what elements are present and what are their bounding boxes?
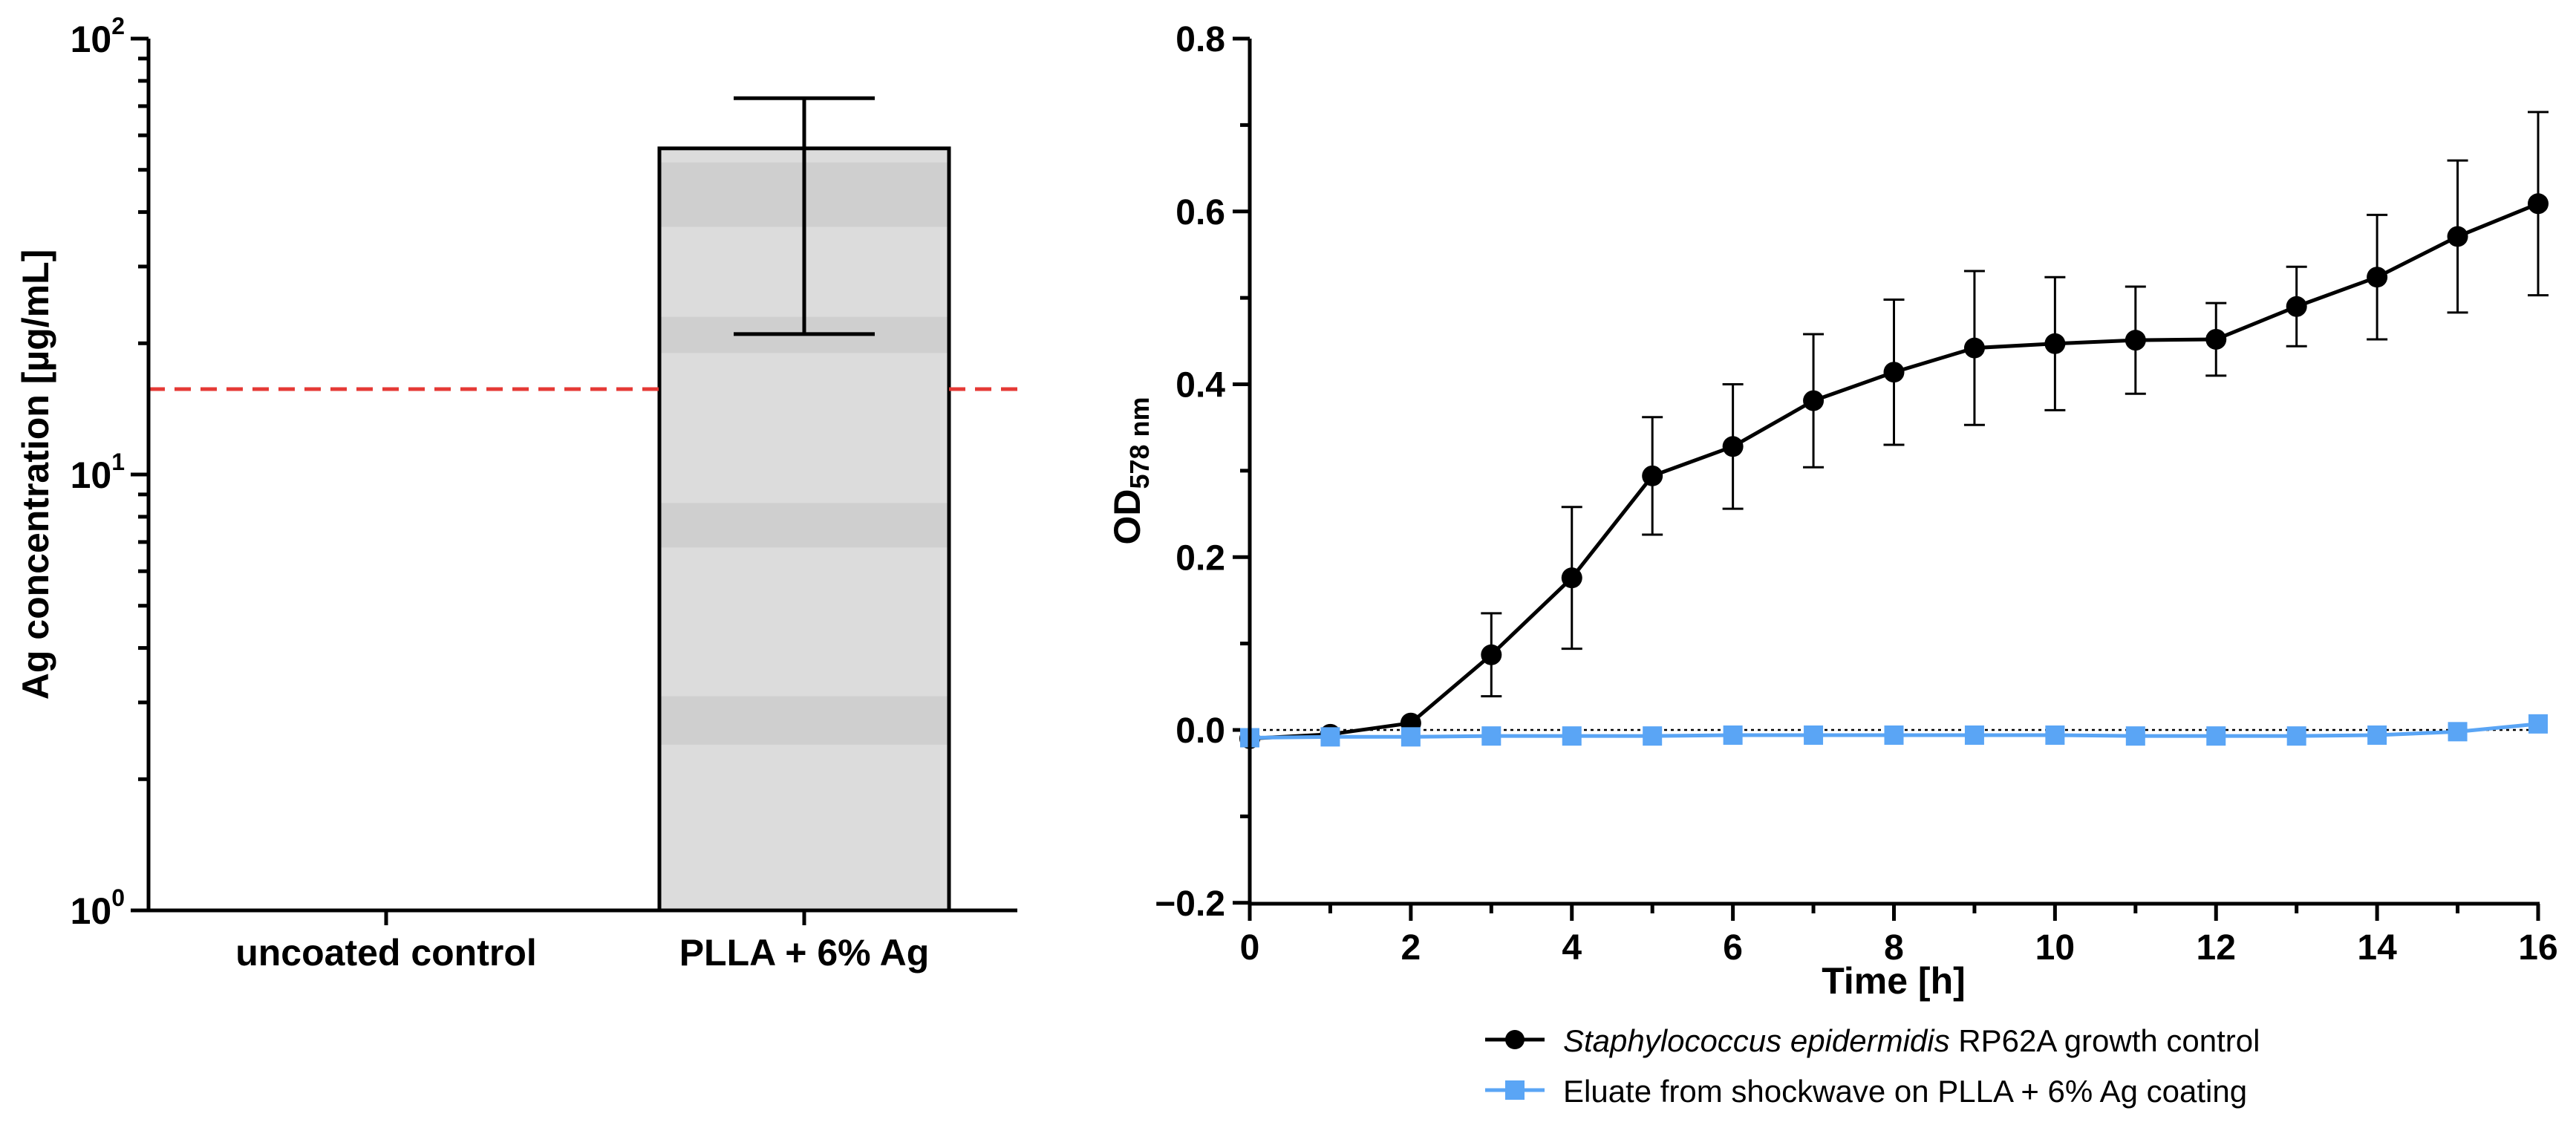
- left-x-ticks: uncoated control PLLA + 6% Ag: [235, 910, 929, 974]
- data-point: [1883, 362, 1905, 383]
- data-point: [1401, 727, 1421, 747]
- legend-label-eluate: Eluate from shockwave on PLLA + 6% Ag co…: [1563, 1074, 2247, 1109]
- data-point: [2528, 193, 2549, 215]
- y-tick-label-base: 10: [71, 890, 112, 932]
- data-point: [2125, 330, 2146, 351]
- data-point: [1481, 726, 1501, 746]
- x-tick-label: 10: [2035, 928, 2075, 968]
- data-point: [2367, 267, 2388, 288]
- x-tick-label: uncoated control: [235, 932, 537, 974]
- data-point: [2205, 328, 2227, 350]
- legend-marker-circle: [1505, 1030, 1525, 1049]
- x-tick-label: 12: [2197, 928, 2236, 968]
- series-growth-control: [1239, 111, 2549, 749]
- y-tick-label: 0.2: [1175, 538, 1225, 578]
- data-point: [1642, 465, 1663, 486]
- legend-label-growth: Staphylococcus epidermidis RP62A growth …: [1563, 1023, 2260, 1058]
- data-point: [2286, 296, 2307, 317]
- data-point: [2367, 725, 2387, 745]
- y-tick-label-base: 10: [71, 454, 112, 496]
- x-tick-label: 2: [1401, 928, 1421, 968]
- data-point: [2125, 726, 2145, 746]
- y-tick-label-base: 10: [71, 19, 112, 60]
- data-point: [1481, 644, 1502, 665]
- data-point: [1320, 727, 1340, 747]
- legend-item-growth-control: Staphylococcus epidermidis RP62A growth …: [1485, 1023, 2260, 1058]
- y-tick-label: 101: [71, 449, 125, 496]
- error-bar-group: [734, 96, 875, 336]
- data-point: [1723, 725, 1743, 745]
- x-tick-label: 6: [1723, 928, 1743, 968]
- data-point: [1562, 726, 1582, 746]
- y-tick-label: 102: [71, 13, 125, 60]
- y-tick-label: 100: [71, 884, 125, 932]
- x-tick-label: 4: [1562, 928, 1582, 968]
- bar-shading-band: [659, 503, 949, 548]
- left-y-axis-label: Ag concentration [µg/mL]: [15, 250, 56, 700]
- legend-marker-square: [1505, 1080, 1525, 1100]
- series-line: [1249, 201, 2539, 741]
- data-point: [1722, 436, 1744, 457]
- x-tick-label: 8: [1884, 928, 1904, 968]
- right-axis-ticks: −0.2 0.0 0.2 0.4 0.6 0.8 0 2 4 6 8 10 12 14 16: [1155, 20, 2557, 968]
- series-eluate: [1240, 714, 2548, 748]
- legend-label-growth-italic: Staphylococcus epidermidis: [1563, 1023, 1950, 1058]
- data-point: [1643, 726, 1663, 746]
- x-tick-label: 0: [1240, 928, 1260, 968]
- data-point: [1804, 725, 1824, 745]
- y-tick-label: 0.4: [1175, 366, 1225, 405]
- y-tick-label: 0.8: [1175, 20, 1225, 59]
- y-tick-label-exponent: 1: [111, 449, 125, 475]
- y-tick-label-exponent: 2: [111, 13, 125, 39]
- data-point: [2448, 722, 2468, 742]
- right-panel-line-chart: −0.2 0.0 0.2 0.4 0.6 0.8 0 2 4 6 8 10 12 14 16 Time [h…: [1106, 20, 2558, 1002]
- data-point: [2447, 226, 2468, 247]
- data-point: [2045, 725, 2065, 745]
- x-tick-label: PLLA + 6% Ag: [679, 932, 930, 974]
- legend-label-eluate-rest: Eluate from shockwave on PLLA + 6% Ag co…: [1563, 1074, 2247, 1109]
- series-group: [1239, 111, 2549, 749]
- bar-shading-band: [659, 696, 949, 745]
- data-point: [2044, 333, 2066, 354]
- right-x-axis-label: Time [h]: [1822, 960, 1966, 1002]
- legend-item-eluate: Eluate from shockwave on PLLA + 6% Ag co…: [1485, 1074, 2247, 1109]
- data-point: [1963, 337, 1985, 359]
- data-point: [2528, 714, 2548, 734]
- y-tick-label: 0.6: [1175, 193, 1225, 232]
- y-tick-label: −0.2: [1155, 884, 1225, 924]
- data-point: [2286, 726, 2306, 746]
- data-point: [1561, 567, 1582, 589]
- x-tick-label: 14: [2357, 928, 2397, 968]
- legend-label-growth-rest: RP62A growth control: [1950, 1023, 2260, 1058]
- y-label-subscript: 578 nm: [1124, 397, 1155, 489]
- data-point: [2206, 726, 2226, 746]
- x-tick-label: 16: [2518, 928, 2557, 968]
- data-point: [1884, 725, 1904, 745]
- y-tick-label: 0.0: [1175, 711, 1225, 751]
- data-point: [1803, 390, 1825, 411]
- legend: Staphylococcus epidermidis RP62A growth …: [1485, 1023, 2260, 1109]
- y-tick-label-exponent: 0: [111, 884, 125, 911]
- data-point: [1964, 725, 1984, 745]
- right-y-axis-label: OD578 nm: [1106, 397, 1155, 544]
- y-label-main: OD: [1106, 489, 1148, 545]
